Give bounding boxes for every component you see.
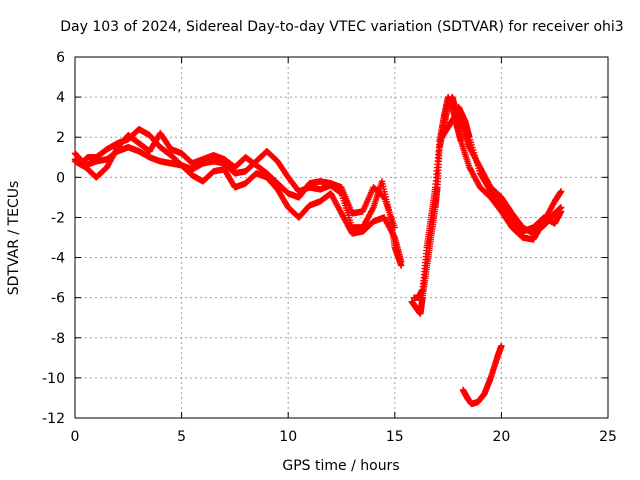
y-tick-label: -2 [51,210,65,226]
series-track-3 [71,130,398,231]
data-point [557,188,565,195]
data-point [391,224,398,231]
x-tick-label: 10 [279,429,297,445]
y-tick-label: 0 [56,170,65,186]
data-point [557,208,565,215]
series-track-7 [459,342,505,408]
y-tick-label: 4 [56,90,65,106]
data-point [397,258,405,265]
chart-title: Day 103 of 2024, Sidereal Day-to-day VTE… [60,19,623,35]
data-points [71,93,565,408]
y-tick-label: -4 [51,251,65,267]
y-tick-label: 2 [56,130,65,146]
x-tick-label: 20 [492,429,510,445]
series-track-5 [410,93,565,301]
x-tick-label: 15 [386,429,404,445]
y-tick-label: -10 [42,371,65,387]
series-track-6 [438,103,565,235]
y-tick-label: -12 [42,411,65,427]
y-tick-label: -6 [51,291,65,307]
x-axis-label: GPS time / hours [282,458,399,474]
x-tick-label: 0 [71,429,80,445]
data-point [498,342,505,349]
y-tick-label: 6 [56,50,65,66]
plot-frame [74,56,609,419]
axis-ticks: 0 5 10 15 20 25 -12 -10 -8 -6 -4 -2 0 2 4 6 [42,50,617,445]
y-tick-label: -8 [51,331,65,347]
data-point [369,205,376,213]
x-tick-label: 5 [177,429,186,445]
y-axis-label: SDTVAR / TECUs [6,181,22,296]
data-point [390,232,398,240]
x-tick-label: 25 [599,429,617,445]
